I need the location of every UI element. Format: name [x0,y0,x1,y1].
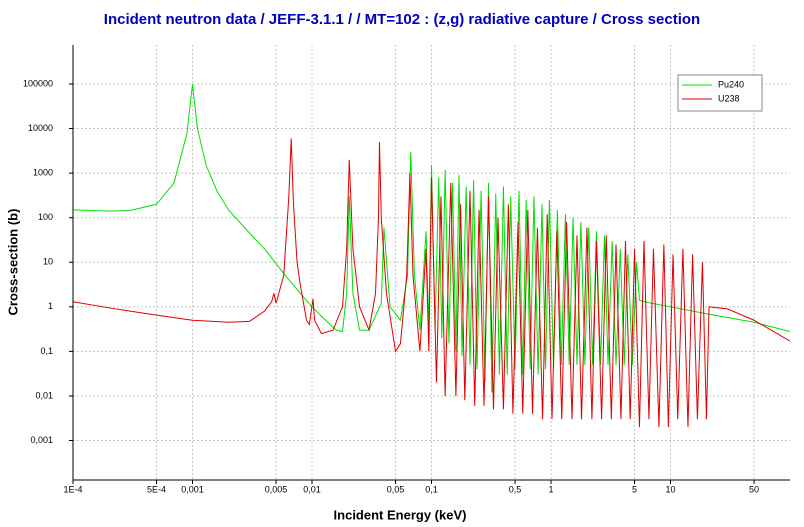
y-tick-label: 10 [43,257,53,267]
legend-label: U238 [718,93,740,103]
y-tick-label: 10000 [28,123,53,133]
legend: Pu240 U238 [677,74,763,112]
x-tick-label: 0,005 [265,484,288,494]
x-tick-label: 0,1 [425,484,438,494]
x-tick-label: 0,001 [181,484,204,494]
y-tick-label: 0,1 [40,346,53,356]
series-line [73,138,790,428]
x-tick-label: 10 [665,484,675,494]
y-tick-label: 1000 [33,168,53,178]
axes-layer: 1E-4 5E-4 0,001 0,005 0,01 0,05 0,1 0,5 1 5 10 5010… [23,45,790,494]
y-tick-label: 0,01 [35,390,53,400]
x-tick-label: 1E-4 [63,484,82,494]
x-axis-label: Incident Energy (keV) [334,507,467,522]
y-tick-label: 0,001 [30,435,53,445]
plot-layer [73,83,790,428]
legend-box [677,74,763,112]
x-tick-label: 50 [749,484,759,494]
x-tick-label: 0,05 [387,484,405,494]
y-axis-label: Cross-section (b) [5,209,20,316]
x-tick-label: 5E-4 [147,484,166,494]
x-tick-label: 1 [548,484,553,494]
legend-label: Pu240 [718,79,744,89]
y-tick-label: 100000 [23,78,53,88]
chart-title: Incident neutron data / JEFF-3.1.1 / / M… [104,11,700,28]
x-tick-label: 0,01 [303,484,321,494]
x-tick-label: 0,5 [509,484,522,494]
y-tick-label: 100 [38,212,53,222]
y-tick-label: 1 [48,301,53,311]
x-tick-label: 5 [632,484,637,494]
